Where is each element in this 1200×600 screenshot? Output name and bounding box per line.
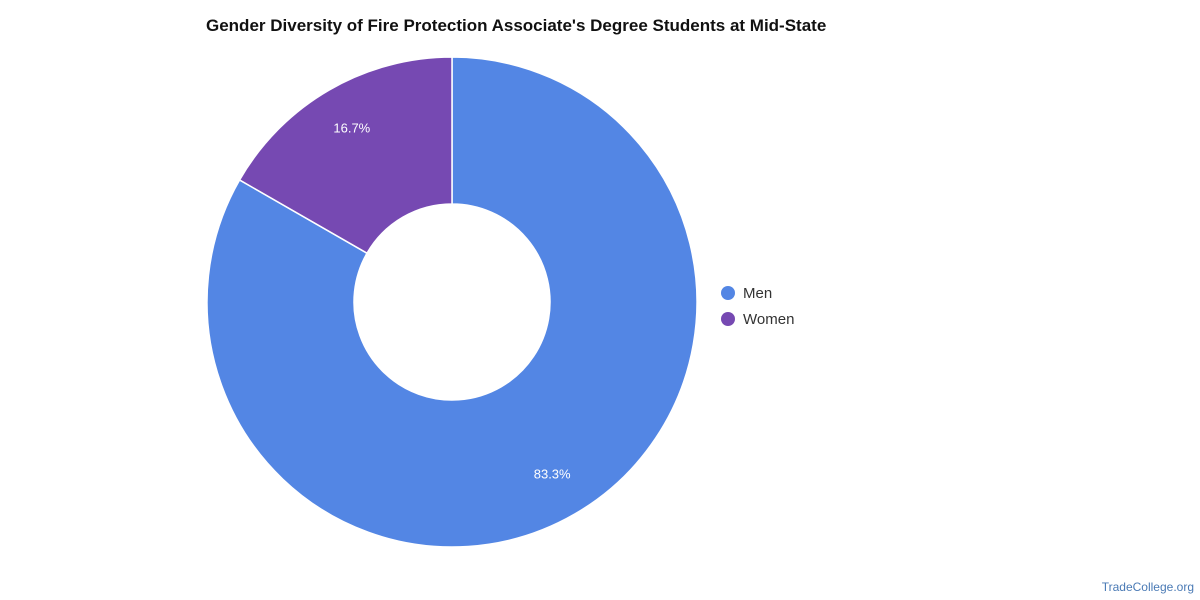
legend-item-women[interactable]: Women <box>721 306 794 332</box>
legend-swatch-men <box>721 286 735 300</box>
legend-item-men[interactable]: Men <box>721 280 794 306</box>
chart-title: Gender Diversity of Fire Protection Asso… <box>206 16 827 35</box>
legend-label-women: Women <box>743 310 795 328</box>
slice-women[interactable] <box>238 56 453 255</box>
legend-swatch-women <box>721 312 735 326</box>
data-label-women: 16.7% <box>333 120 370 135</box>
slice-men[interactable] <box>206 56 698 548</box>
site-watermark-link[interactable]: TradeCollege.org <box>1101 580 1194 594</box>
legend-label-men: Men <box>743 284 773 302</box>
legend: Men Women <box>721 280 794 332</box>
data-label-men: 83.3% <box>534 467 571 482</box>
